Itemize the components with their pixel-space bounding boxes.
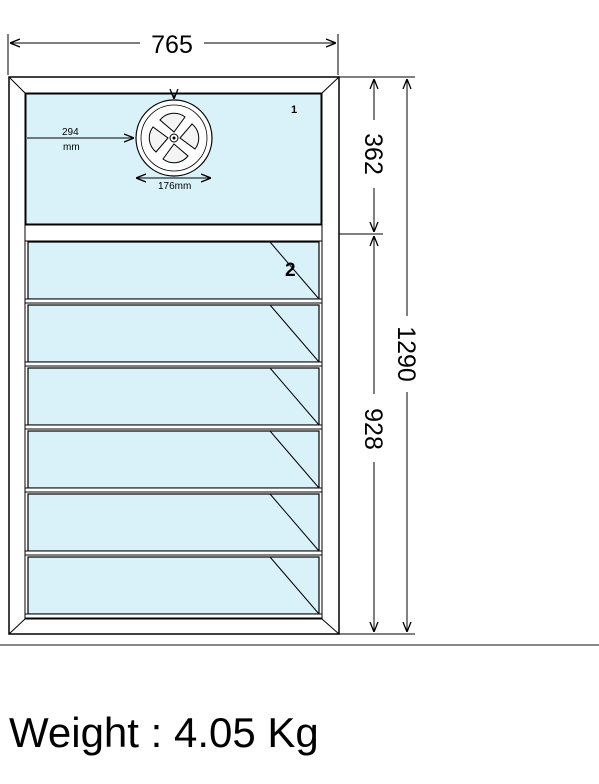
blade-separator <box>24 361 323 367</box>
bottom-height-label: 928 <box>359 408 387 450</box>
fan-offset-unit: mm <box>63 142 80 153</box>
weight-label: Weight : <box>9 709 163 756</box>
louvre-blade <box>27 304 320 363</box>
overall-height-label: 1290 <box>392 326 420 382</box>
fan-diameter-label: 176mm <box>158 181 191 192</box>
weight-value: 4.05 <box>173 709 256 756</box>
louvre-blade <box>27 556 320 615</box>
louvre-blade <box>27 241 320 300</box>
blade-separator <box>24 487 323 493</box>
panel-number-2: 2 <box>285 260 296 281</box>
louvre-blades <box>24 241 323 619</box>
louvre-blade <box>27 367 320 426</box>
blade-opening-line <box>269 430 320 489</box>
blade-separator <box>24 550 323 556</box>
fan-icon <box>135 99 213 177</box>
fan-offset-value: 294 <box>62 127 79 138</box>
louvre-blade <box>27 493 320 552</box>
louvre-blade <box>27 430 320 489</box>
panel-number-1: 1 <box>291 104 297 116</box>
blade-opening-line <box>269 241 320 300</box>
blade-separator <box>24 424 323 430</box>
weight-readout: Weight : 4.05 Kg <box>9 712 319 754</box>
weight-unit: Kg <box>267 709 319 756</box>
top-height-label: 362 <box>359 133 387 175</box>
transom-bar <box>24 224 323 242</box>
blade-separator <box>24 298 323 304</box>
overall-width-label: 765 <box>151 31 193 59</box>
blade-opening-line <box>269 493 320 552</box>
blade-opening-line <box>269 304 320 363</box>
blade-opening-line <box>269 556 320 615</box>
blade-separator <box>24 613 323 619</box>
blade-opening-line <box>269 367 320 426</box>
